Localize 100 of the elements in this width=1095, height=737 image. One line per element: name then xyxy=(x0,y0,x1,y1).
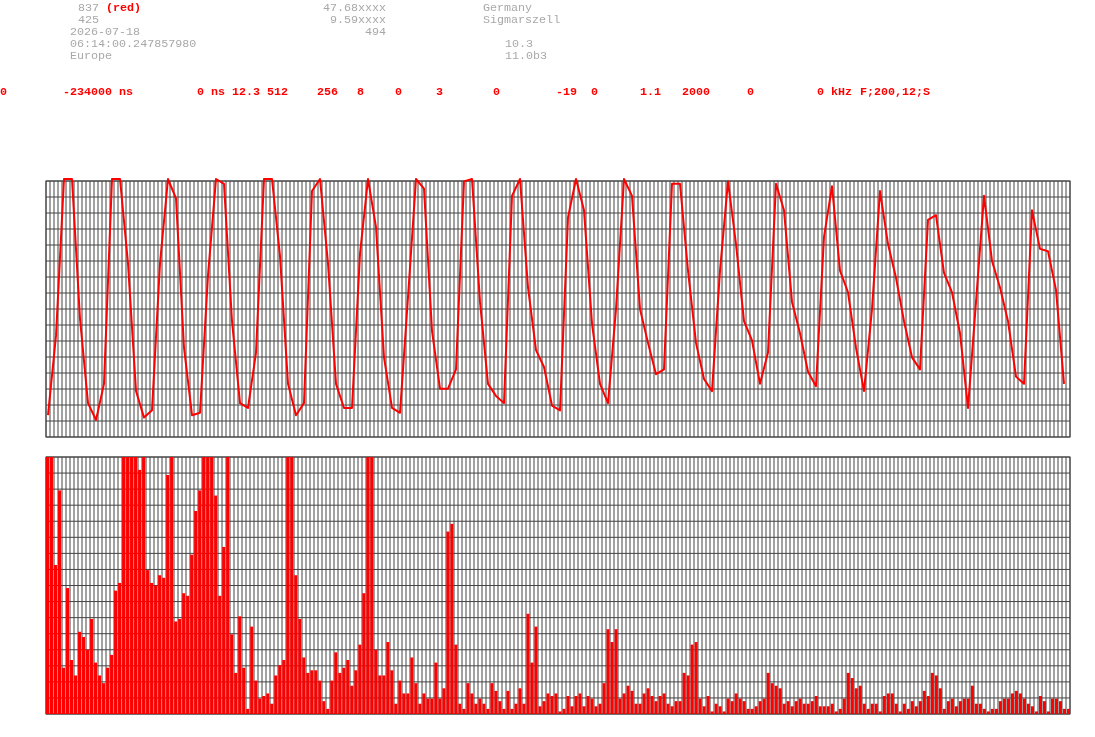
bar xyxy=(526,613,530,714)
bar xyxy=(882,696,886,714)
bar xyxy=(822,706,826,714)
bar xyxy=(946,701,950,714)
bar xyxy=(66,588,70,714)
text: -234000 ns xyxy=(63,85,134,99)
bar xyxy=(986,711,990,714)
bar xyxy=(662,693,666,714)
bar xyxy=(934,675,938,714)
bar xyxy=(82,636,86,714)
bar xyxy=(866,708,870,714)
bar xyxy=(1050,698,1054,714)
bar xyxy=(766,672,770,714)
text: 3 xyxy=(436,85,444,99)
text: 06:14:00.247857980 xyxy=(70,37,197,51)
bar xyxy=(266,693,270,714)
bar xyxy=(626,685,630,714)
bar xyxy=(886,693,890,714)
bar xyxy=(250,626,254,714)
bar xyxy=(314,670,318,714)
bar xyxy=(674,701,678,714)
bar xyxy=(346,660,350,714)
bar xyxy=(262,696,266,714)
bar xyxy=(1010,693,1014,714)
bar xyxy=(750,708,754,714)
bar xyxy=(238,616,242,714)
bar xyxy=(506,690,510,714)
bar xyxy=(550,696,554,714)
bar xyxy=(742,701,746,714)
text: 0 xyxy=(0,85,8,99)
text: 494 xyxy=(364,25,386,39)
bar xyxy=(450,523,454,714)
bar xyxy=(630,690,634,714)
bar xyxy=(1026,703,1030,714)
bar xyxy=(334,652,338,714)
bar xyxy=(410,657,414,714)
bar xyxy=(518,688,522,714)
bar xyxy=(466,683,470,714)
bar xyxy=(982,708,986,714)
bar xyxy=(718,706,722,714)
bar xyxy=(78,631,82,714)
bar xyxy=(1067,708,1070,714)
text: 512 xyxy=(267,85,289,99)
bar xyxy=(774,685,778,714)
bar xyxy=(778,688,782,714)
text: 0 xyxy=(395,85,403,99)
text: Europe xyxy=(70,49,113,63)
bar xyxy=(658,696,662,714)
bar xyxy=(386,642,390,714)
bar xyxy=(398,680,402,714)
bar xyxy=(978,703,982,714)
bar xyxy=(534,626,538,714)
bar xyxy=(1038,696,1042,714)
bar xyxy=(58,490,62,714)
bar xyxy=(682,672,686,714)
text: 0 xyxy=(591,85,599,99)
bar xyxy=(922,690,926,714)
bar xyxy=(434,662,438,714)
bar xyxy=(958,701,962,714)
bar xyxy=(890,693,894,714)
text: 2026-07-18 xyxy=(70,25,141,39)
text: 9.59xxxx xyxy=(329,13,386,27)
bar xyxy=(158,575,162,714)
bar xyxy=(794,701,798,714)
bar xyxy=(998,701,1002,714)
text: 256 xyxy=(317,85,339,99)
bar xyxy=(482,703,486,714)
bar xyxy=(814,696,818,714)
bar xyxy=(1030,706,1034,714)
text: (red) xyxy=(106,1,142,15)
bar xyxy=(1058,701,1062,714)
bar xyxy=(574,696,578,714)
bar xyxy=(310,670,314,714)
bar xyxy=(962,698,966,714)
bar xyxy=(1002,698,1006,714)
bar xyxy=(870,703,874,714)
bar xyxy=(990,708,994,714)
bar xyxy=(726,698,730,714)
bar xyxy=(830,703,834,714)
bar xyxy=(490,683,494,714)
text: 12.3 xyxy=(232,85,261,99)
bar xyxy=(1054,698,1058,714)
bar xyxy=(1018,693,1022,714)
text: 8 xyxy=(357,85,365,99)
bar xyxy=(846,672,850,714)
text: -19 xyxy=(556,85,578,99)
text: 425 xyxy=(78,13,100,27)
text: 837 xyxy=(78,1,100,15)
bar xyxy=(714,703,718,714)
bar xyxy=(1014,690,1018,714)
bar xyxy=(182,593,186,714)
bar xyxy=(590,698,594,714)
bar xyxy=(910,701,914,714)
bar xyxy=(478,698,482,714)
bar xyxy=(646,688,650,714)
text: 47.68xxxx xyxy=(322,1,386,15)
bar xyxy=(558,711,562,714)
text: 1.1 xyxy=(640,85,662,99)
bar xyxy=(690,644,694,714)
text: 10.3 xyxy=(505,37,534,51)
